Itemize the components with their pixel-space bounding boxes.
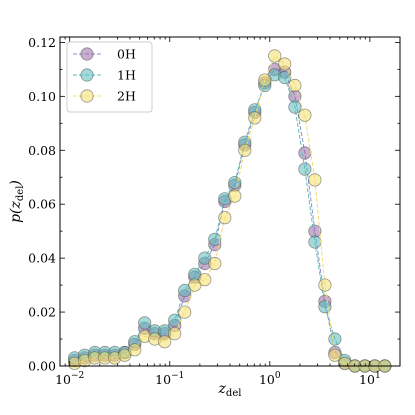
legend-marker-0H	[80, 47, 94, 61]
data-point-2H	[258, 73, 272, 87]
x-tick-label-base: 10	[359, 372, 375, 387]
y-axis-label-sub: del	[15, 186, 26, 202]
y-axis-label: p(zdel)	[8, 180, 26, 223]
y-tick-label: 0.02	[28, 305, 56, 320]
data-point-1H	[208, 232, 222, 246]
data-point-2H	[288, 78, 302, 93]
legend-marker-2H	[80, 89, 94, 103]
data-point-2H	[228, 189, 242, 203]
x-tick-label: 10−2	[55, 371, 84, 387]
data-point-2H	[158, 335, 172, 349]
data-point-2H	[118, 348, 132, 362]
data-point-2H	[328, 348, 342, 362]
data-point-1H	[228, 176, 242, 190]
x-tick-label-base: 10	[259, 372, 275, 387]
x-tick-label-base: 10	[55, 372, 71, 387]
x-tick-label-base: 10	[155, 372, 171, 387]
x-axis: 10−2 10−1 100 101	[55, 37, 401, 387]
y-tick-label: 0.12	[28, 35, 56, 50]
series-line-2H	[74, 55, 385, 367]
data-point-2H	[308, 173, 322, 187]
y-tick-label: 0.04	[28, 251, 56, 266]
data-point-2H	[198, 273, 212, 287]
x-tick-label: 10−1	[155, 371, 184, 387]
legend-label-0H: 0H	[117, 47, 136, 62]
y-tick-label: 0.06	[28, 197, 56, 212]
data-point-2H	[208, 256, 222, 271]
data-point-2H	[278, 57, 292, 71]
legend-label-2H: 2H	[117, 89, 136, 104]
data-point-2H	[188, 278, 202, 292]
data-point-1H	[308, 235, 322, 249]
x-tick-label-exp: 0	[275, 371, 281, 381]
data-point-2H	[178, 305, 192, 319]
x-tick-label-exp: 1	[375, 371, 381, 381]
data-point-1H	[198, 251, 212, 265]
data-point-1H	[178, 283, 192, 298]
data-point-1H	[288, 100, 302, 114]
y-tick-label: 0.10	[28, 89, 56, 104]
data-point-2H	[298, 108, 312, 122]
legend: 0H 1H 2H	[66, 41, 153, 113]
data-point-1H	[318, 300, 332, 314]
legend-box	[66, 41, 153, 113]
data-point-2H	[128, 343, 142, 357]
x-tick-label: 101	[359, 371, 381, 387]
plot-area: 10−2 10−1 100 101 0.000.020.040.060.080.100…	[28, 35, 401, 387]
y-axis: 0.00 0.02 0.04 0.06 0.08 0.10 0.12	[28, 35, 400, 374]
data-point-0H	[298, 146, 312, 160]
y-tick-label: 0.00	[28, 359, 56, 374]
x-axis-label: zdel	[218, 381, 242, 399]
legend-marker-1H	[80, 68, 94, 82]
legend-label-1H: 1H	[117, 68, 136, 83]
y-tick-label: 0.08	[28, 143, 56, 158]
data-point-2H	[168, 326, 182, 341]
data-point-2H	[318, 278, 332, 292]
x-axis-label-main: z	[218, 381, 227, 397]
data-point-2H	[268, 49, 282, 63]
data-point-1H	[138, 316, 152, 330]
y-axis-label-pre: p(z	[8, 200, 24, 222]
data-point-1H	[298, 162, 312, 176]
x-axis-label-sub: del	[226, 388, 242, 399]
x-tick-label-exp: −2	[71, 371, 84, 381]
data-point-1H	[328, 332, 342, 346]
y-axis-label-post: )	[8, 180, 24, 186]
data-point-2H	[218, 211, 232, 225]
x-tick-label-exp: −1	[171, 371, 184, 381]
x-tick-label: 100	[259, 371, 281, 387]
data-point-2H	[238, 143, 252, 157]
data-point-2H	[248, 111, 262, 125]
